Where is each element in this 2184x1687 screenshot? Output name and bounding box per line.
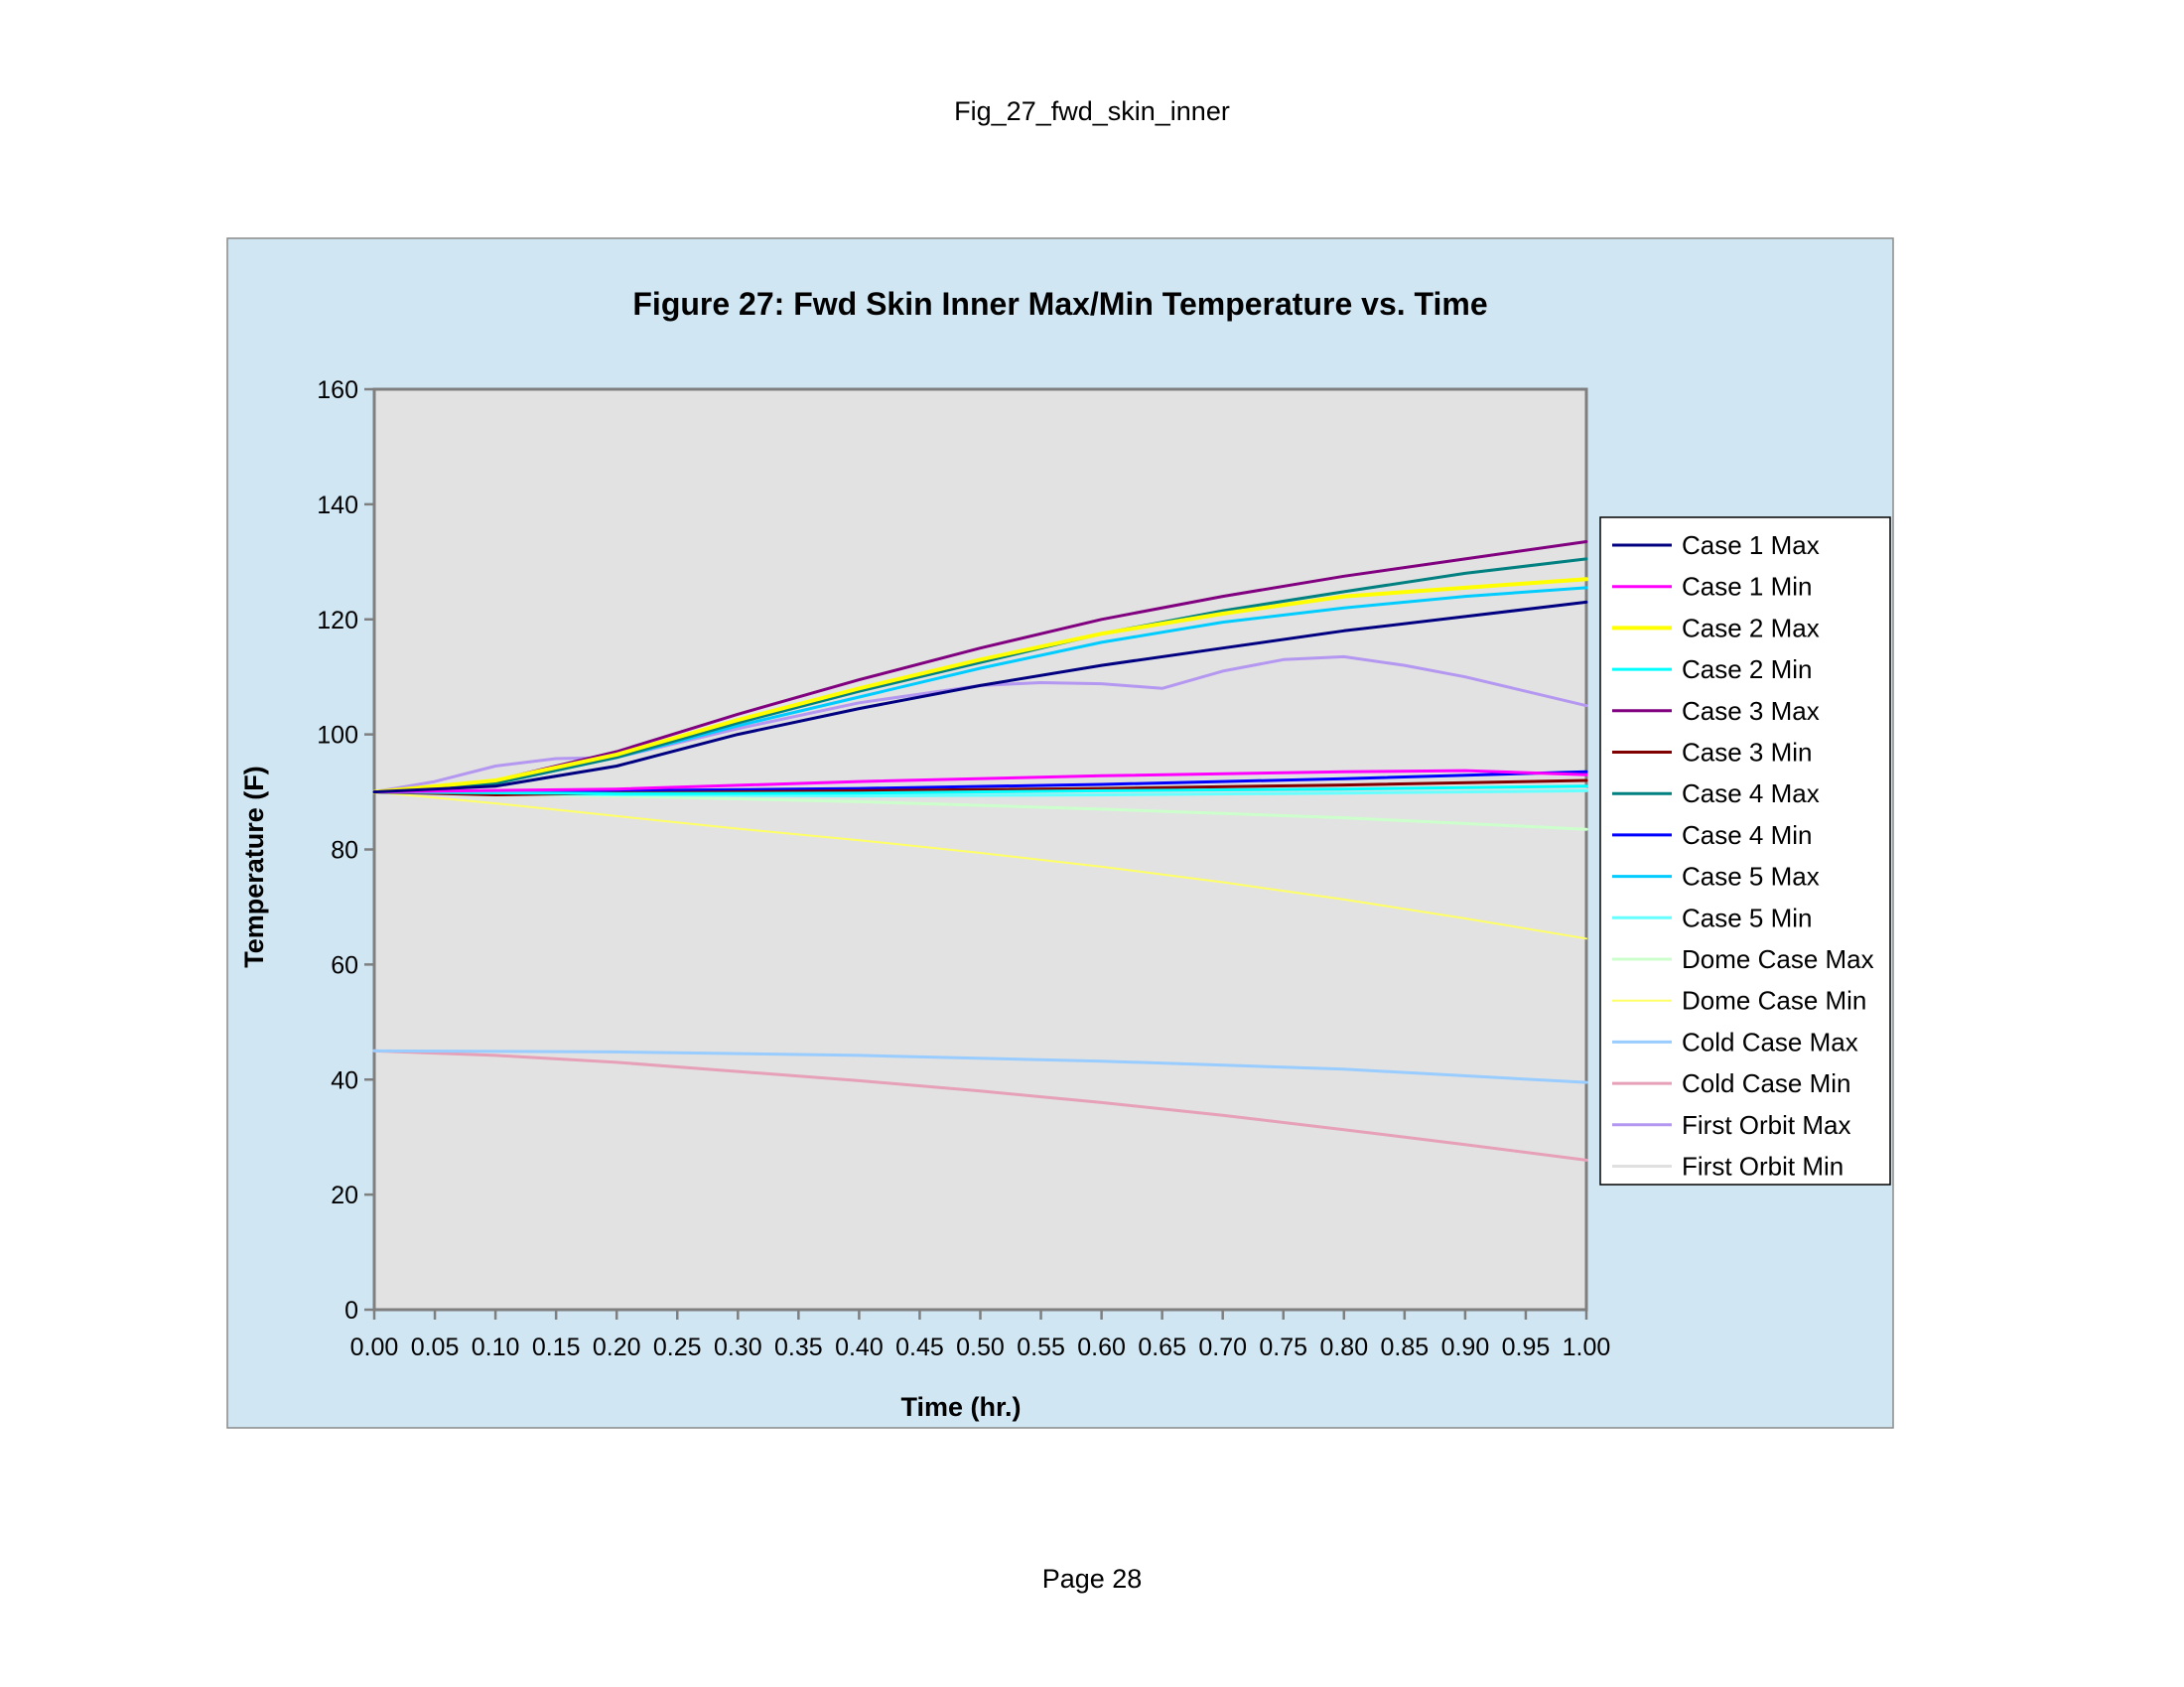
series-line-first-orbit-max — [372, 654, 1588, 794]
legend-label: Case 4 Max — [1682, 778, 1820, 808]
x-tick-label: 0.40 — [835, 1334, 884, 1361]
x-tick-label: 0.90 — [1441, 1334, 1490, 1361]
y-tick-label: 80 — [331, 837, 358, 865]
legend-label: Case 2 Max — [1682, 613, 1820, 642]
x-tick-label: 0.55 — [1017, 1334, 1065, 1361]
page-footer: Page 28 — [1041, 1564, 1143, 1594]
y-tick-label: 60 — [331, 951, 358, 979]
legend-label: Dome Case Min — [1682, 986, 1866, 1016]
y-tick-label: 100 — [317, 722, 358, 750]
legend-label: Case 1 Max — [1682, 530, 1820, 560]
series-line-case-1-max — [372, 600, 1588, 794]
x-tick-label: 0.70 — [1198, 1334, 1247, 1361]
y-axis: 0 20 40 60 80 100 120 140 160 — [317, 376, 374, 1325]
x-tick-label: 0.20 — [593, 1334, 641, 1361]
series-line-case-1-min — [372, 769, 1588, 794]
series-layer — [372, 540, 1588, 1162]
plot-area — [372, 387, 1588, 1312]
x-tick-label: 0.65 — [1138, 1334, 1186, 1361]
x-tick-label: 0.50 — [956, 1334, 1005, 1361]
series-line-case-3-min — [372, 778, 1588, 796]
x-tick-label: 0.35 — [774, 1334, 823, 1361]
x-tick-label: 1.00 — [1563, 1334, 1611, 1361]
x-tick-label: 0.95 — [1502, 1334, 1551, 1361]
legend-label: First Orbit Min — [1682, 1152, 1843, 1182]
legend-label: Case 1 Min — [1682, 572, 1813, 602]
x-tick-label: 0.10 — [472, 1334, 520, 1361]
x-tick-label: 0.45 — [895, 1334, 944, 1361]
x-tick-label: 0.00 — [350, 1334, 399, 1361]
page-header: Fig_27_fwd_skin_inner — [954, 96, 1230, 126]
legend-label: Case 5 Max — [1682, 862, 1820, 892]
x-tick-label: 0.80 — [1319, 1334, 1368, 1361]
y-tick-label: 140 — [317, 492, 358, 519]
y-tick-label: 0 — [344, 1297, 358, 1325]
legend-label: Case 2 Min — [1682, 654, 1813, 684]
x-tick-label: 0.25 — [653, 1334, 702, 1361]
x-tick-label: 0.75 — [1259, 1334, 1307, 1361]
series-line-cold-case-min — [372, 1049, 1588, 1162]
x-axis: 0.00 0.05 0.10 0.15 0.20 0.25 0.30 0.35 0.40 0.45… — [350, 1310, 1611, 1361]
series-line-case-4-max — [372, 557, 1588, 794]
series-line-case-2-min — [372, 784, 1588, 795]
chart-title: Figure 27: Fwd Skin Inner Max/Min Temper… — [632, 286, 1487, 322]
y-tick-label: 20 — [331, 1182, 358, 1209]
x-tick-label: 0.30 — [714, 1334, 762, 1361]
y-tick-label: 160 — [317, 376, 358, 404]
x-tick-label: 0.60 — [1077, 1334, 1126, 1361]
legend-label: Cold Case Max — [1682, 1027, 1858, 1056]
legend: Case 1 Max Case 1 Min Case 2 Max Case 2 Min… — [1599, 516, 1891, 1186]
legend-label: Case 3 Min — [1682, 738, 1813, 768]
y-tick-label: 120 — [317, 607, 358, 634]
series-line-cold-case-max — [372, 1049, 1588, 1084]
legend-label: Cold Case Min — [1682, 1068, 1851, 1098]
series-line-case-2-max — [372, 577, 1588, 794]
legend-label: Dome Case Max — [1682, 944, 1874, 974]
x-tick-label: 0.15 — [532, 1334, 581, 1361]
legend-label: Case 3 Max — [1682, 696, 1820, 726]
x-axis-title: Time (hr.) — [900, 1392, 1021, 1422]
y-axis-title: Temperature (F) — [239, 766, 269, 968]
series-line-dome-case-min — [373, 790, 1587, 940]
legend-label: First Orbit Max — [1682, 1110, 1850, 1140]
legend-label: Case 4 Min — [1682, 820, 1813, 850]
x-tick-label: 0.85 — [1381, 1334, 1430, 1361]
x-tick-label: 0.05 — [411, 1334, 460, 1361]
legend-label: Case 5 Min — [1682, 903, 1813, 932]
y-tick-label: 40 — [331, 1066, 358, 1094]
